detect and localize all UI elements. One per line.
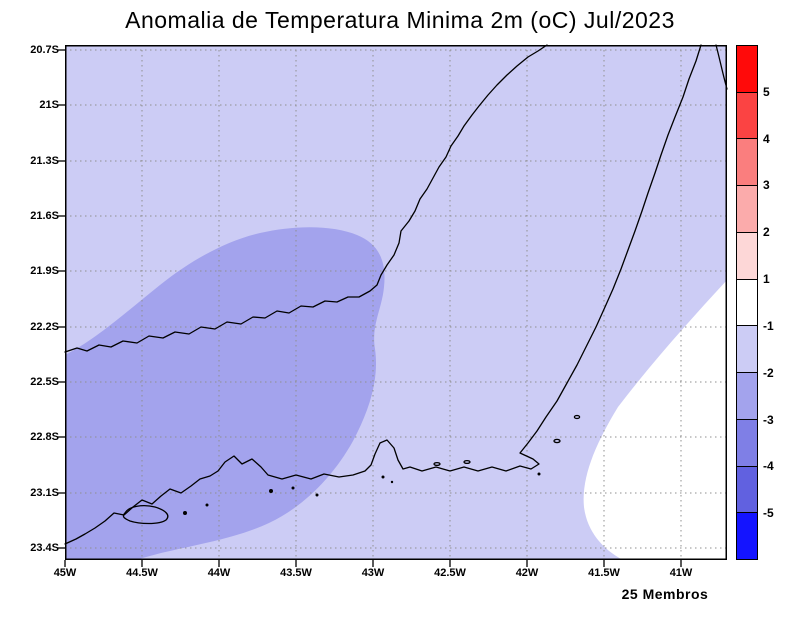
colorbar-tick-label: 5 [763, 85, 770, 99]
coastline-main [64, 44, 702, 545]
island-dot [381, 475, 385, 479]
colorbar-tick-label: -4 [763, 459, 774, 473]
y-tick-label: 22.8S [30, 431, 59, 443]
colorbar [736, 45, 758, 560]
x-tick-label: 43.5W [280, 567, 312, 579]
gridlines [65, 45, 727, 560]
plot-frame [65, 45, 727, 560]
x-tick-label: 42.5W [434, 567, 466, 579]
colorbar-segment [737, 278, 757, 326]
colorbar-segment [737, 138, 757, 186]
coastal-lagoon [463, 459, 471, 465]
coastal-lagoon [433, 461, 441, 467]
chart-title: Anomalia de Temperatura Minima 2m (oC) J… [125, 7, 675, 33]
x-tick-label: 43W [361, 567, 385, 579]
island-dot [537, 472, 541, 476]
colorbar-segment [737, 465, 757, 513]
island-dot [291, 486, 295, 490]
map-fill-anomaly-near-zero [583, 280, 727, 560]
colorbar-tick-label: -3 [763, 413, 774, 427]
axis-ticks [58, 49, 682, 567]
y-tick-label: 20.7S [30, 44, 59, 56]
colorbar-segment [737, 46, 757, 92]
colorbar-tick-label: 4 [763, 132, 770, 146]
y-tick-label: 22.5S [30, 376, 59, 388]
x-tick-label: 41W [669, 567, 693, 579]
x-tick-label: 44W [207, 567, 231, 579]
colorbar-tick-label: 1 [763, 272, 770, 286]
coastal-lagoon [553, 438, 561, 444]
ensemble-members-label: 25 Membros [621, 586, 709, 602]
y-tick-label: 23.4S [30, 542, 59, 554]
colorbar-tick-label: 2 [763, 225, 770, 239]
island-dot [205, 503, 209, 507]
island-dot [269, 489, 273, 493]
colorbar-segment [737, 372, 757, 419]
colorbar-tick-label: -2 [763, 366, 774, 380]
map-canvas [58, 44, 728, 567]
x-tick-label: 41.5W [588, 567, 620, 579]
x-tick-label: 44.5W [126, 567, 158, 579]
y-tick-label: 21.6S [30, 210, 59, 222]
colorbar-segment [737, 91, 757, 139]
island-dot [315, 493, 319, 497]
x-tick-label: 42W [515, 567, 539, 579]
y-tick-label: 21.3S [30, 155, 59, 167]
colorbar-segment [737, 231, 757, 279]
y-tick-label: 23.1S [30, 487, 59, 499]
map-plot-area: 20.7S 21S 21.3S 21.6S 21.9S 22.2S 22.5S … [30, 44, 728, 579]
colorbar-segment [737, 185, 757, 232]
y-tick-label: 21.9S [30, 265, 59, 277]
state-border-line [64, 44, 548, 353]
colorbar-segment [737, 418, 757, 466]
y-tick-label: 22.2S [30, 321, 59, 333]
y-tick-label: 21S [39, 99, 59, 111]
colorbar-tick-label: -5 [763, 506, 774, 520]
colorbar-tick-label: 3 [763, 178, 770, 192]
island-dot [390, 480, 394, 484]
coastal-lagoon [573, 414, 581, 420]
colorbar-segment [737, 325, 757, 373]
colorbar-tick-label: -1 [763, 319, 774, 333]
island-dot [183, 511, 187, 515]
colorbar-segment [737, 512, 757, 560]
island-ilha-grande [122, 505, 169, 525]
x-tick-label: 45W [53, 567, 77, 579]
